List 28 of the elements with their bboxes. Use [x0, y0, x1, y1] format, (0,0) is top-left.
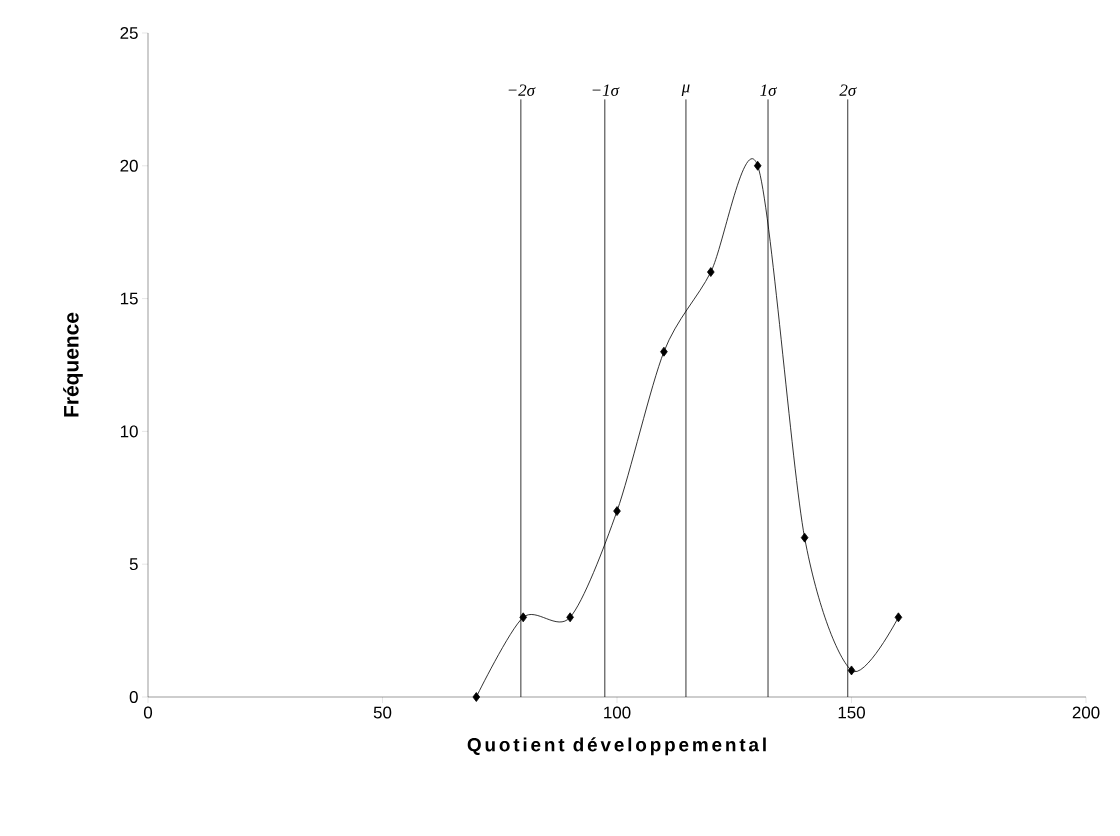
x-tick-label: 150	[838, 706, 865, 719]
y-axis-title: Fréquence	[63, 312, 83, 417]
x-tick-label: 200	[1072, 706, 1100, 719]
x-tick-label: 50	[373, 706, 392, 719]
y-tick-label: 15	[120, 292, 138, 305]
ref-line-label: −1σ	[592, 84, 620, 96]
point	[566, 612, 574, 623]
y-tick-label: 10	[120, 425, 138, 438]
x-tick-label: 0	[143, 706, 153, 719]
y-tick-label: 25	[120, 26, 138, 39]
ref-line-label: 1σ	[760, 84, 777, 96]
point	[660, 346, 668, 357]
point	[472, 692, 481, 702]
ref-line-label: μ	[681, 84, 690, 96]
point	[753, 160, 762, 171]
y-tick-label: 0	[129, 691, 138, 703]
x-tick-label: 100	[604, 706, 631, 719]
y-tick-label: 20	[120, 159, 138, 172]
ref-line-label: 2σ	[839, 84, 857, 96]
point	[894, 612, 903, 623]
point	[519, 612, 527, 623]
point	[613, 506, 621, 516]
point	[847, 665, 856, 676]
x-axis-title: Quotient développemental	[467, 737, 766, 756]
y-tick-label: 5	[129, 558, 138, 571]
ref-line-label: −2σ	[508, 84, 536, 96]
point	[800, 532, 809, 543]
point	[707, 267, 715, 277]
